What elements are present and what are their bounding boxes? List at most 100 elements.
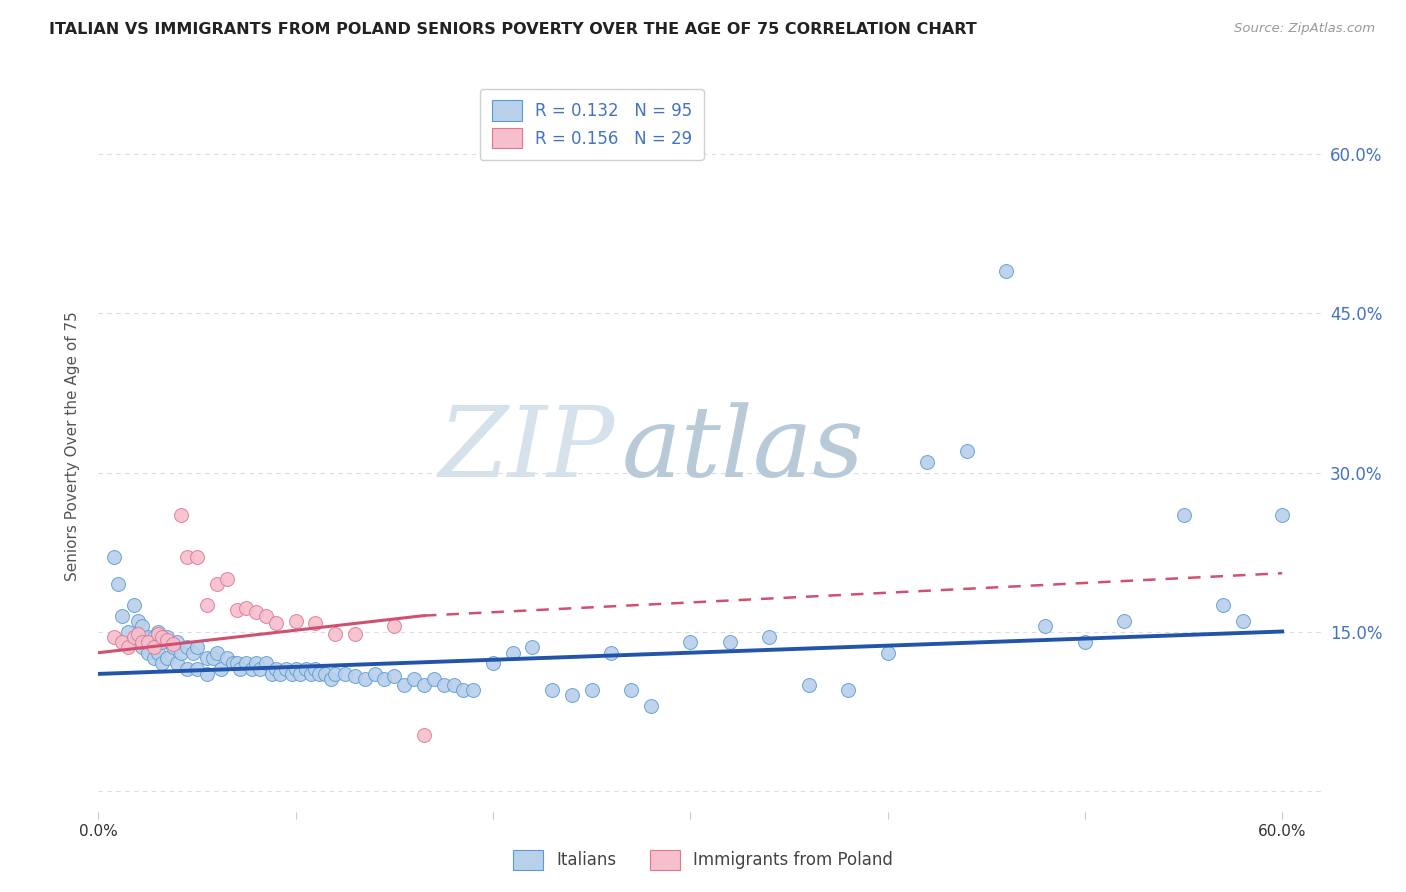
Point bbox=[166, 635, 188, 649]
Point bbox=[235, 657, 257, 671]
Point bbox=[620, 682, 643, 697]
Text: atlas: atlas bbox=[621, 402, 865, 498]
Point bbox=[876, 646, 898, 660]
Point bbox=[321, 672, 343, 686]
Point bbox=[373, 672, 395, 686]
Point bbox=[758, 630, 780, 644]
Point bbox=[284, 614, 307, 628]
Point bbox=[294, 662, 316, 676]
Point bbox=[333, 667, 356, 681]
Point bbox=[284, 662, 307, 676]
Point bbox=[225, 603, 247, 617]
Point bbox=[136, 635, 159, 649]
Point bbox=[186, 550, 208, 565]
Point bbox=[353, 672, 375, 686]
Point bbox=[117, 640, 139, 655]
Point bbox=[304, 615, 326, 630]
Point bbox=[186, 662, 208, 676]
Point bbox=[150, 657, 173, 671]
Point bbox=[215, 651, 238, 665]
Point bbox=[240, 662, 263, 676]
Point bbox=[640, 698, 662, 713]
Point bbox=[482, 657, 505, 671]
Point bbox=[1114, 614, 1136, 628]
Point bbox=[343, 626, 366, 640]
Point bbox=[107, 576, 129, 591]
Point bbox=[561, 688, 583, 702]
Point bbox=[343, 669, 366, 683]
Point bbox=[205, 646, 228, 660]
Point bbox=[304, 662, 326, 676]
Point bbox=[170, 508, 193, 522]
Point bbox=[392, 677, 416, 691]
Point bbox=[156, 632, 179, 647]
Point bbox=[122, 598, 145, 612]
Point bbox=[176, 640, 198, 655]
Point bbox=[679, 635, 702, 649]
Point bbox=[162, 637, 184, 651]
Point bbox=[1212, 598, 1234, 612]
Point bbox=[382, 669, 405, 683]
Point bbox=[502, 646, 524, 660]
Legend: R = 0.132   N = 95, R = 0.156   N = 29: R = 0.132 N = 95, R = 0.156 N = 29 bbox=[479, 88, 704, 160]
Point bbox=[156, 630, 179, 644]
Point bbox=[314, 667, 336, 681]
Point bbox=[955, 444, 977, 458]
Point bbox=[264, 615, 287, 630]
Point bbox=[150, 635, 173, 649]
Point bbox=[245, 657, 267, 671]
Point bbox=[1271, 508, 1294, 522]
Point bbox=[1232, 614, 1254, 628]
Point bbox=[254, 657, 277, 671]
Point bbox=[170, 646, 193, 660]
Point bbox=[994, 264, 1017, 278]
Point bbox=[269, 667, 291, 681]
Point bbox=[111, 608, 134, 623]
Point bbox=[162, 640, 184, 655]
Point bbox=[215, 572, 238, 586]
Point bbox=[117, 624, 139, 639]
Text: ITALIAN VS IMMIGRANTS FROM POLAND SENIORS POVERTY OVER THE AGE OF 75 CORRELATION: ITALIAN VS IMMIGRANTS FROM POLAND SENIOR… bbox=[49, 22, 977, 37]
Point bbox=[423, 672, 446, 686]
Point bbox=[201, 651, 224, 665]
Point bbox=[166, 657, 188, 671]
Text: ZIP: ZIP bbox=[439, 402, 614, 498]
Y-axis label: Seniors Poverty Over the Age of 75: Seniors Poverty Over the Age of 75 bbox=[65, 311, 80, 581]
Point bbox=[443, 677, 465, 691]
Point bbox=[1035, 619, 1057, 633]
Point bbox=[453, 682, 475, 697]
Point bbox=[413, 728, 436, 742]
Point bbox=[274, 662, 297, 676]
Point bbox=[122, 630, 145, 644]
Point bbox=[156, 651, 179, 665]
Point bbox=[205, 576, 228, 591]
Point bbox=[260, 667, 283, 681]
Point bbox=[404, 672, 426, 686]
Point bbox=[150, 630, 173, 644]
Point bbox=[127, 614, 149, 628]
Text: Source: ZipAtlas.com: Source: ZipAtlas.com bbox=[1234, 22, 1375, 36]
Point bbox=[254, 608, 277, 623]
Point bbox=[249, 662, 271, 676]
Point bbox=[111, 635, 134, 649]
Point bbox=[522, 640, 544, 655]
Point bbox=[131, 619, 153, 633]
Point bbox=[245, 606, 267, 620]
Point bbox=[103, 550, 125, 565]
Point bbox=[176, 662, 198, 676]
Point bbox=[433, 677, 456, 691]
Point bbox=[1173, 508, 1195, 522]
Point bbox=[136, 646, 159, 660]
Point bbox=[1074, 635, 1097, 649]
Point bbox=[718, 635, 741, 649]
Point bbox=[308, 667, 330, 681]
Point bbox=[142, 630, 165, 644]
Point bbox=[264, 662, 287, 676]
Point bbox=[142, 651, 165, 665]
Point bbox=[382, 619, 405, 633]
Point bbox=[195, 667, 218, 681]
Legend: Italians, Immigrants from Poland: Italians, Immigrants from Poland bbox=[506, 843, 900, 877]
Point bbox=[127, 635, 149, 649]
Point bbox=[146, 646, 169, 660]
Point bbox=[281, 667, 304, 681]
